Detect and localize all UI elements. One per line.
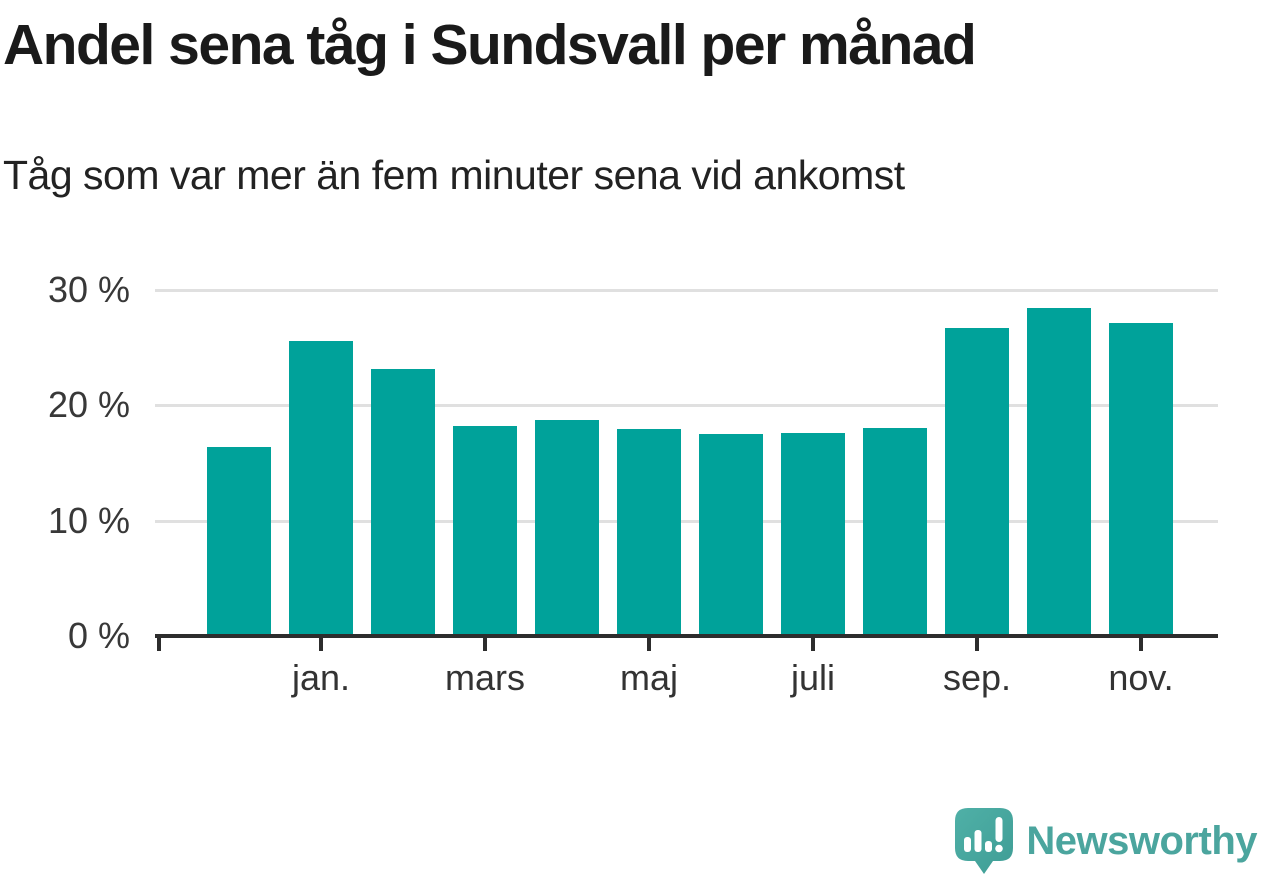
x-axis-tick (811, 638, 815, 651)
y-axis-label: 20 % (47, 384, 130, 425)
x-axis-tick (319, 638, 323, 651)
gridline-10-percent (155, 520, 1218, 523)
gridline-30-percent (155, 289, 1218, 292)
bar-apr (535, 420, 599, 634)
y-axis-label: 30 % (47, 269, 130, 310)
bar-maj (617, 429, 681, 634)
newsworthy-logo-icon (955, 808, 1014, 874)
chart-title: Andel sena tåg i Sundsvall per månad (3, 13, 977, 77)
x-axis-label: maj (619, 657, 678, 698)
newsworthy-logo-text: Newsworthy (1026, 818, 1257, 863)
bar-jan (289, 341, 353, 634)
bar-okt (1027, 308, 1091, 634)
bar-aug (863, 428, 927, 634)
x-axis-label: jan. (291, 657, 351, 698)
y-axis-label: 0 % (67, 615, 130, 656)
x-axis-label: mars (445, 657, 525, 698)
bar-juni (699, 434, 763, 634)
newsworthy-logo: Newsworthy (955, 808, 1257, 874)
x-axis-tick (483, 638, 487, 651)
bar-juli (781, 433, 845, 634)
x-axis-tick (975, 638, 979, 651)
x-axis-tick (1139, 638, 1143, 651)
bar-dec (207, 447, 271, 634)
x-axis-tick (647, 638, 651, 651)
bar-nov (1109, 323, 1173, 634)
gridline-20-percent (155, 404, 1218, 407)
x-axis-label: sep. (942, 657, 1012, 698)
y-axis-label: 10 % (47, 500, 130, 541)
x-axis-edge-tick (157, 638, 161, 651)
x-axis-label: nov. (1108, 657, 1174, 698)
bar-sep (945, 328, 1009, 634)
x-axis-label: juli (790, 657, 835, 698)
bar-mars (453, 426, 517, 634)
x-axis-line (155, 634, 1218, 638)
bar-feb (371, 369, 435, 634)
chart-subtitle: Tåg som var mer än fem minuter sena vid … (3, 152, 905, 198)
